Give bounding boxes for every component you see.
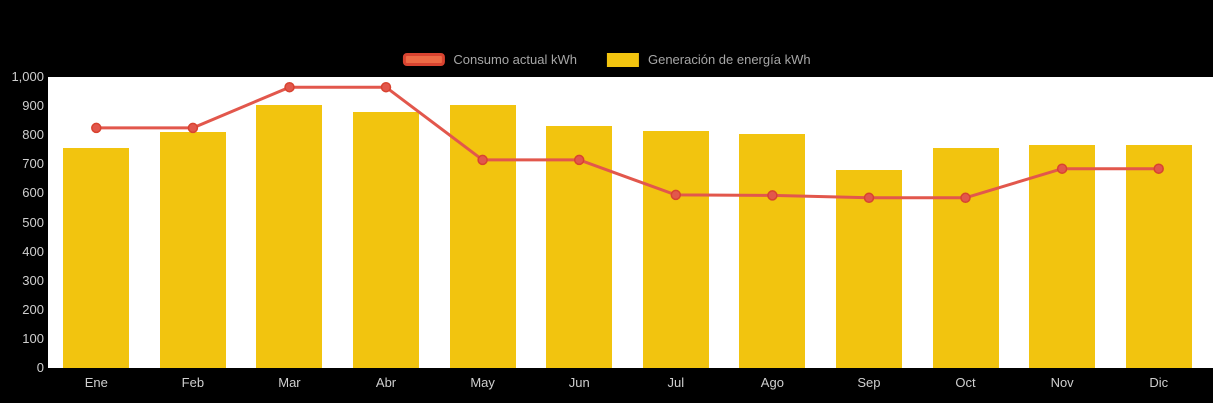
line-point-may[interactable]	[477, 154, 488, 166]
x-tick-label-dic: Dic	[1149, 375, 1169, 390]
bar-jul[interactable]	[642, 130, 709, 368]
line-point-oct[interactable]	[960, 192, 971, 204]
line-point-mar[interactable]	[284, 81, 295, 93]
y-tick-label: 300	[22, 272, 44, 288]
x-tick-label-feb: Feb	[181, 375, 205, 390]
x-tick-label-jun: Jun	[568, 375, 590, 390]
line-point-jun[interactable]	[573, 154, 585, 166]
y-tick-label: 900	[22, 98, 44, 114]
bar-nov[interactable]	[1029, 145, 1096, 368]
x-tick-label-jul: Jul	[667, 375, 685, 390]
y-tick-label: 700	[22, 156, 44, 172]
x-tick-label-sep: Sep	[857, 375, 881, 390]
bar-feb[interactable]	[159, 132, 226, 368]
y-tick-label: 400	[22, 243, 44, 259]
x-tick-label-mar: Mar	[278, 375, 301, 390]
bar-oct[interactable]	[932, 148, 999, 368]
line-point-ago[interactable]	[767, 190, 778, 201]
x-tick-label-abr: Abr	[375, 375, 397, 390]
legend-item-generacion[interactable]: Generación de energía kWh	[606, 52, 811, 67]
y-tick-label: 1,000	[11, 69, 44, 84]
y-tick-label: 200	[22, 301, 44, 317]
legend-item-consumo[interactable]: Consumo actual kWh	[402, 52, 577, 67]
bar-sep[interactable]	[835, 170, 902, 368]
bar-ene[interactable]	[63, 148, 130, 368]
legend-label-generacion: Generación de energía kWh	[647, 52, 811, 67]
line-point-feb[interactable]	[187, 122, 199, 134]
y-tick-label: 500	[22, 214, 44, 230]
x-tick-label-may: May	[470, 375, 495, 390]
bar-dic[interactable]	[1125, 145, 1192, 368]
line-point-sep[interactable]	[863, 192, 875, 204]
line-point-ene[interactable]	[91, 122, 102, 134]
y-tick-label: 100	[22, 330, 44, 346]
bar-mar[interactable]	[256, 104, 323, 368]
x-tick-label-ago: Ago	[760, 375, 784, 390]
y-tick-label: 0	[36, 360, 44, 375]
bar-may[interactable]	[449, 104, 516, 368]
y-tick-label: 600	[22, 185, 44, 201]
line-point-jul[interactable]	[670, 189, 682, 201]
generacion-legend-swatch-icon	[606, 52, 639, 67]
line-point-nov[interactable]	[1056, 163, 1068, 174]
line-point-abr[interactable]	[380, 81, 392, 93]
consumo-line	[96, 85, 1159, 200]
x-tick-label-nov: Nov	[1050, 375, 1074, 390]
plot-background	[48, 77, 1213, 368]
consumo-legend-swatch-icon	[402, 53, 445, 66]
x-tick-label-oct: Oct	[955, 375, 976, 390]
bar-ago[interactable]	[739, 133, 806, 368]
legend-label-consumo: Consumo actual kWh	[453, 52, 577, 67]
x-tick-label-ene: Ene	[84, 375, 108, 390]
chart-legend: Consumo actual kWh Generación de energía…	[402, 52, 811, 67]
line-point-dic[interactable]	[1153, 163, 1164, 174]
y-tick-label: 800	[22, 127, 44, 143]
bar-abr[interactable]	[353, 111, 420, 368]
